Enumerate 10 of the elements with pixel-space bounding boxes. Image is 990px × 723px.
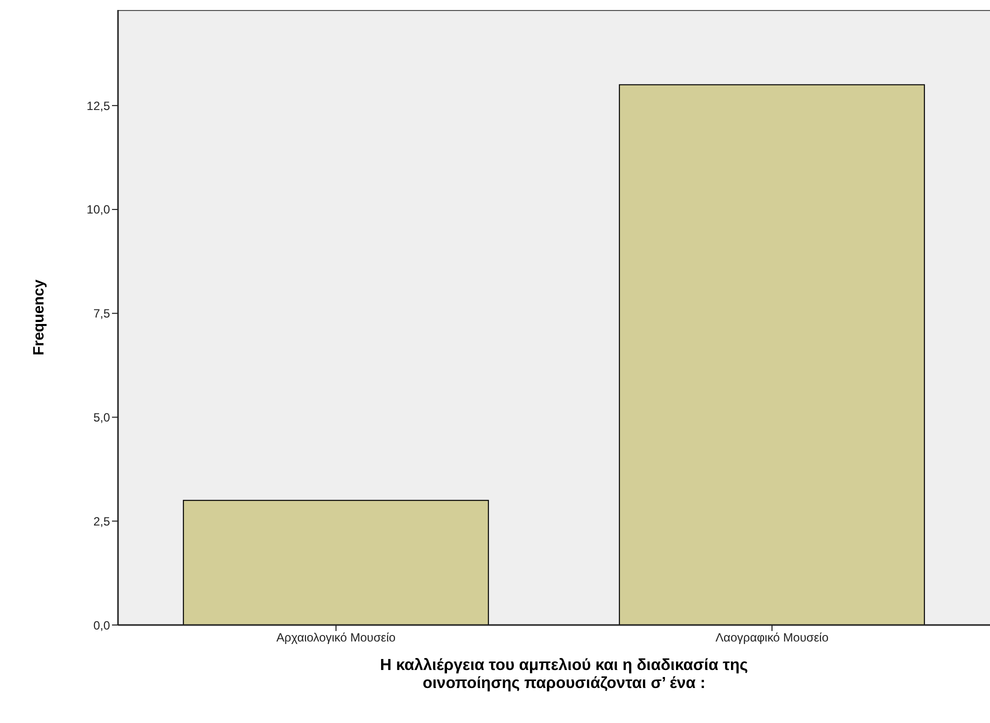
y-tick-label: 7,5 (93, 306, 110, 321)
x-axis-title: Η καλλιέργεια του αμπελιού και η διαδικασία της οινοποίησης παρουσιάζονται σ’ ένα : (379, 657, 749, 693)
y-tick-label: 0,0 (93, 618, 110, 632)
y-tick-label: 5,0 (93, 410, 110, 424)
y-tick-label: 2,5 (93, 514, 110, 528)
x-tick-label: Λαογραφικό Μουσείο (715, 630, 829, 645)
y-axis-title: Frequency (30, 278, 48, 356)
y-tick-label: 12,5 (86, 98, 110, 113)
y-tick-label: 10,0 (86, 202, 110, 217)
x-tick-label: Αρχαιολογικό Μουσείο (276, 630, 396, 645)
